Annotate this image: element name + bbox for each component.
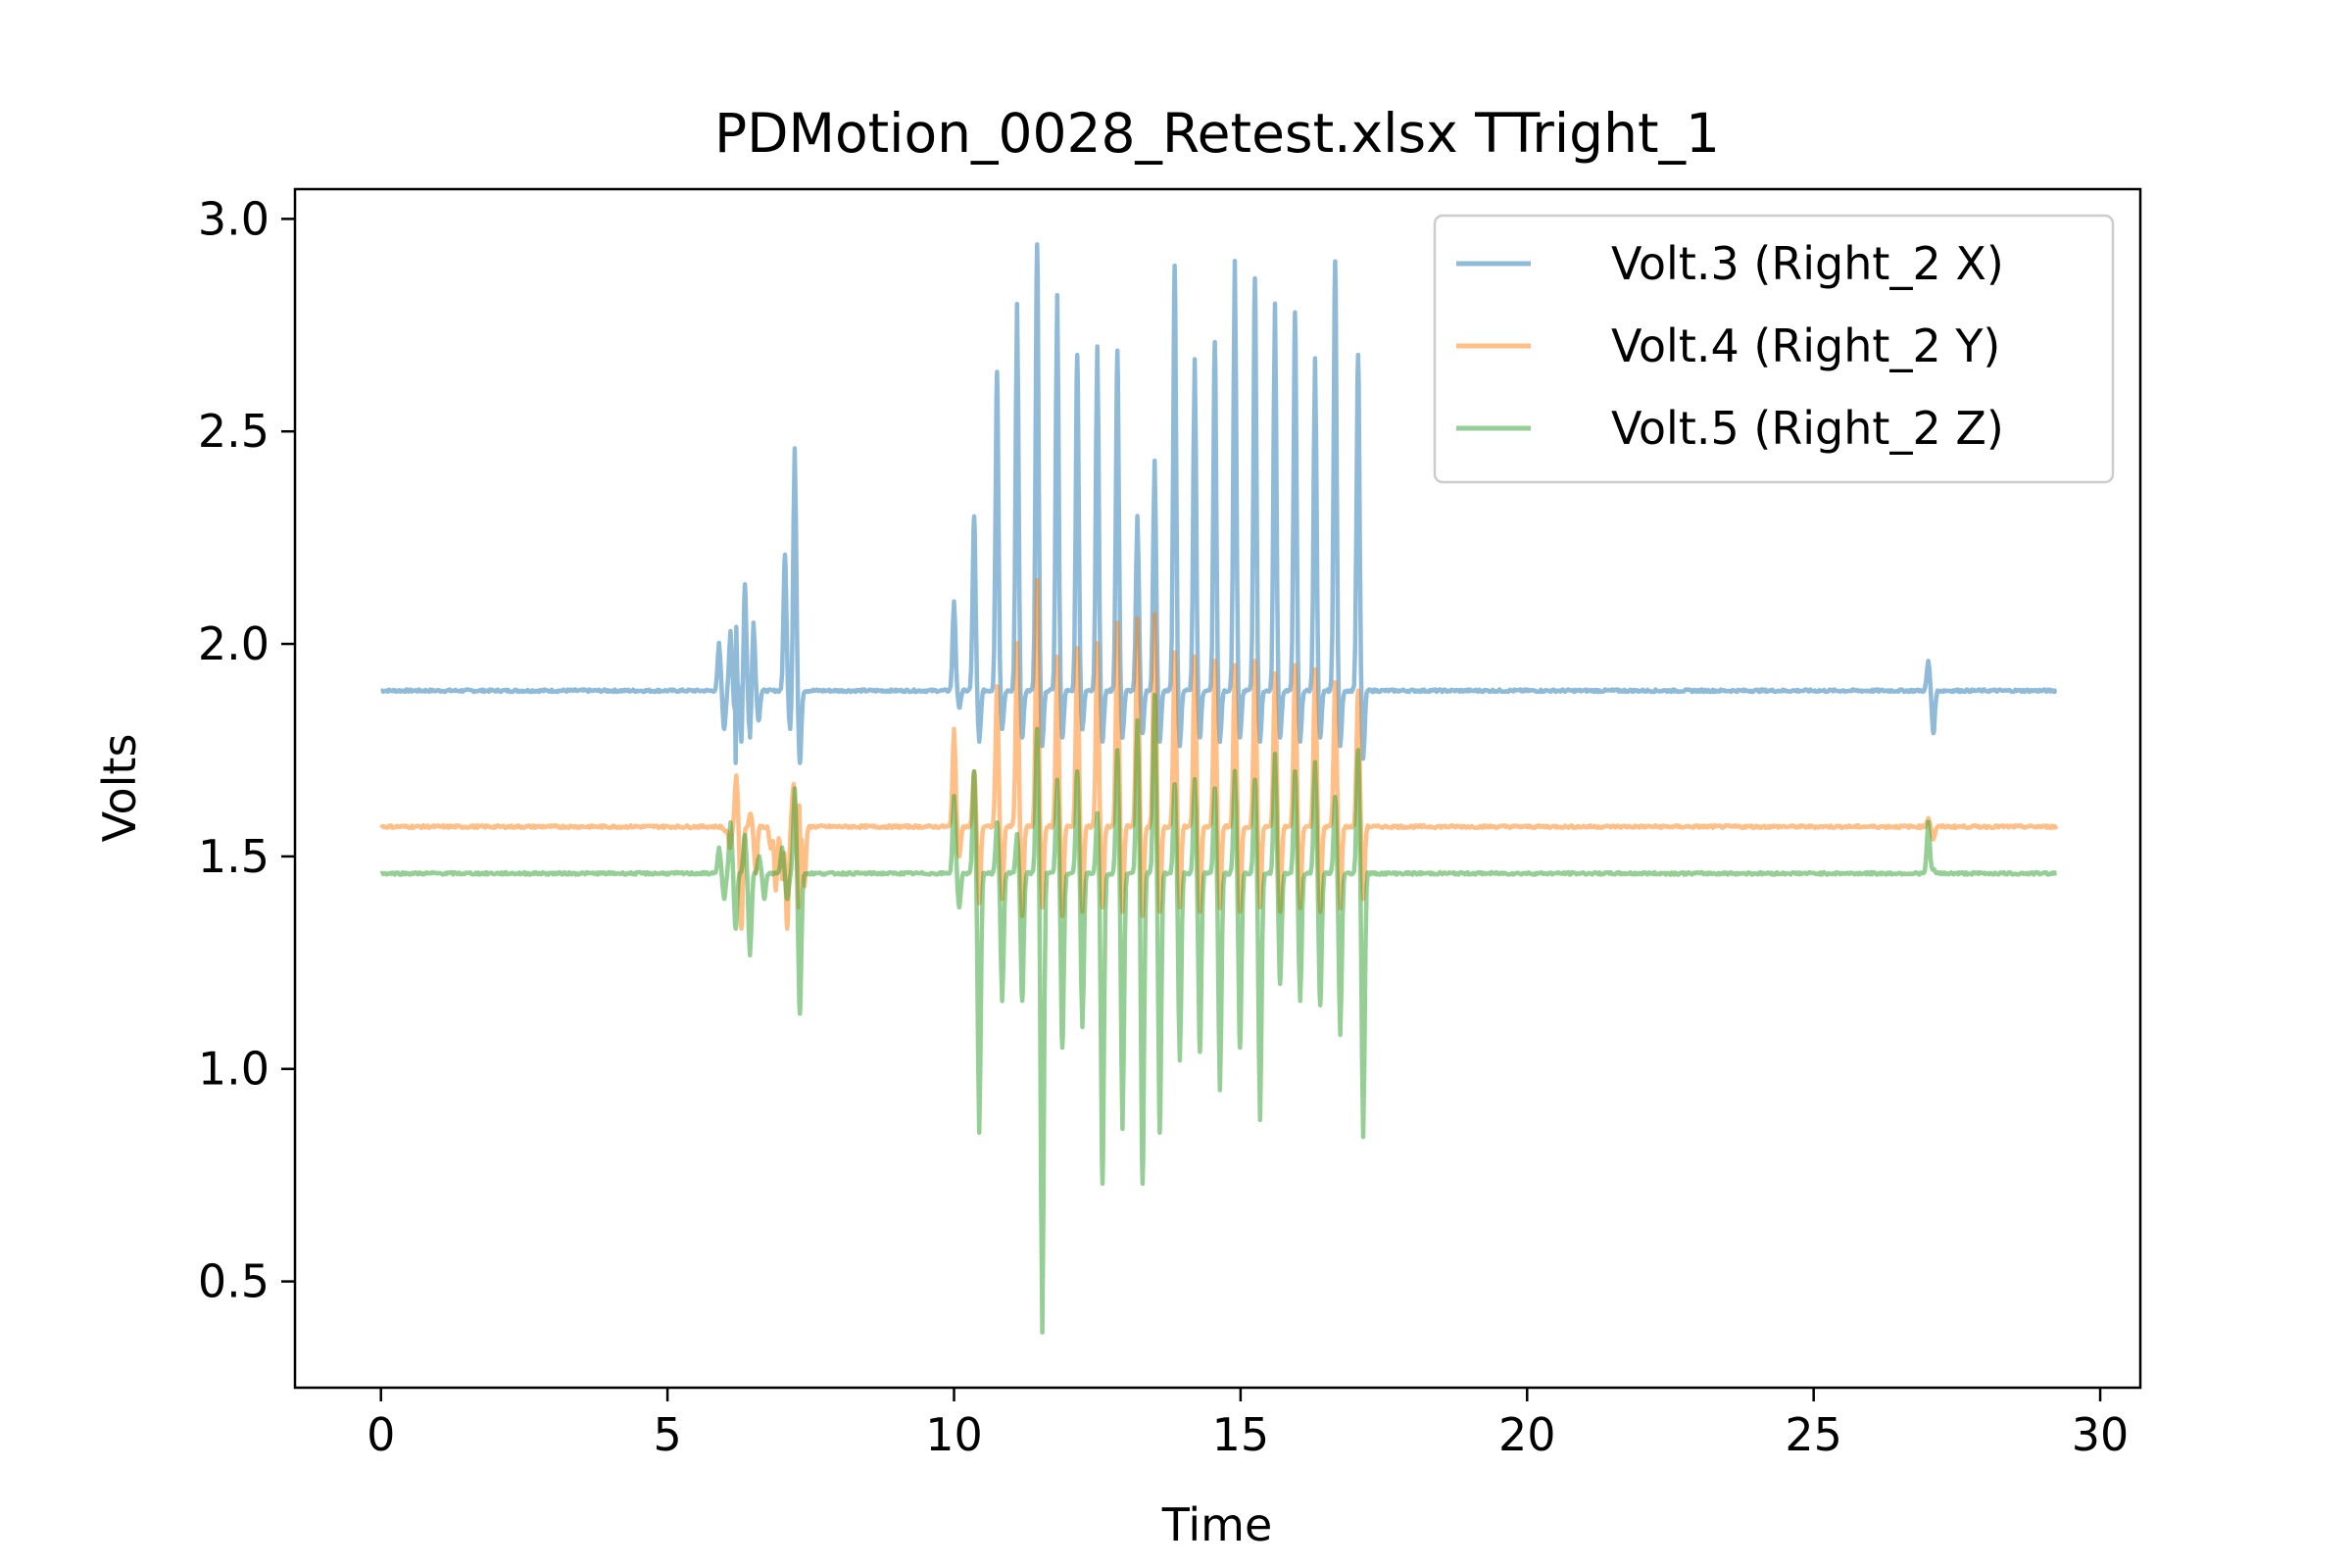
legend-label-y: Volt.4 (Right_2 Y) [1611,319,2000,372]
x-axis-label: Time [1161,1498,1273,1551]
chart-title: PDMotion_0028_Retest.xlsx TTright_1 [714,102,1720,165]
x-tick-label: 10 [925,1408,983,1461]
x-tick-label: 20 [1498,1408,1556,1461]
series-line-3 [379,242,2058,765]
x-tick-label: 5 [653,1408,681,1461]
legend-box [1433,214,2115,484]
x-tick-label: 30 [2072,1408,2130,1461]
legend-label-x: Volt.3 (Right_2 X) [1611,237,2004,290]
series-line-5 [379,692,2058,1335]
x-axis: 0 5 10 15 20 25 30 [367,1388,2129,1461]
x-tick-label: 25 [1785,1408,1842,1461]
y-tick-label: 3.0 [198,192,270,245]
plot-lines [379,242,2059,1335]
y-tick-label: 2.0 [198,617,270,670]
plot-frame [293,187,2142,1390]
y-tick-label: 2.5 [198,405,270,458]
x-tick-label: 0 [367,1408,395,1461]
x-tick-label: 15 [1212,1408,1270,1461]
y-axis-label: Volts [93,734,146,843]
legend: Volt.3 (Right_2 X) Volt.4 (Right_2 Y) Vo… [1433,214,2115,484]
y-tick-label: 1.0 [198,1043,270,1096]
y-axis: 0.5 1.0 1.5 2.0 2.5 3.0 [198,192,295,1308]
series-line-4 [379,577,2059,931]
legend-label-z: Volt.5 (Right_2 Z) [1611,402,2004,455]
y-tick-label: 1.5 [198,830,270,883]
y-tick-label: 0.5 [198,1255,270,1308]
